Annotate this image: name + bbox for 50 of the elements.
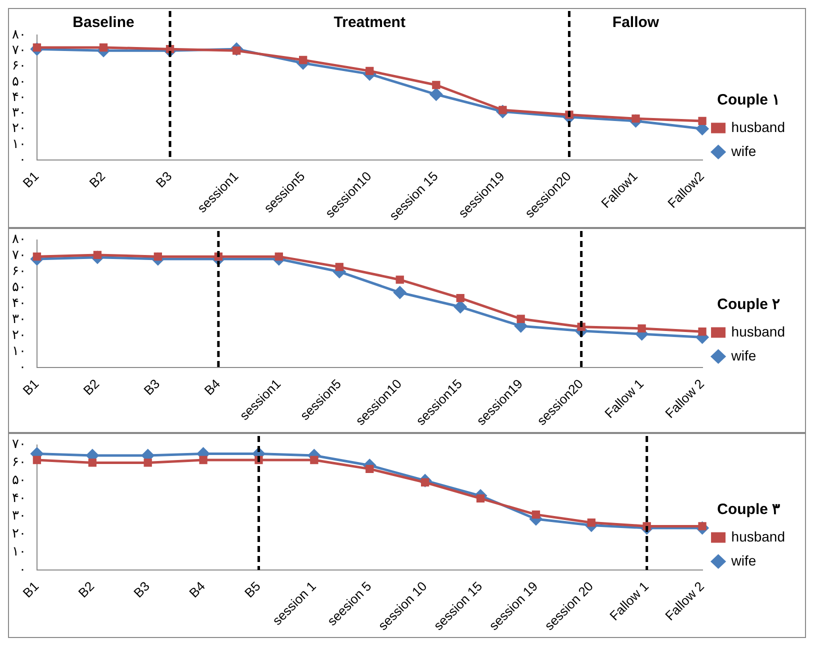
x-tick-label: B1 bbox=[20, 376, 42, 398]
text: Fallow bbox=[612, 14, 660, 32]
y-tick-label: ۰ bbox=[18, 152, 26, 168]
y-tick-label: ۴۰ bbox=[12, 490, 26, 506]
x-tick-label: B4 bbox=[201, 376, 224, 398]
y-tick-label: ۱۰ bbox=[12, 136, 26, 152]
text: Treatment bbox=[334, 14, 406, 32]
y-tick-label: ۳۰ bbox=[12, 106, 26, 121]
y-tick-label: ۵۰ bbox=[12, 74, 26, 90]
legend-label: husband bbox=[731, 323, 785, 340]
y-tick-label: ۴۰ bbox=[12, 296, 26, 312]
legend-label: wife bbox=[730, 552, 756, 568]
y-tick-label: ۲۰ bbox=[12, 328, 26, 344]
y-tick-label: ۳۰ bbox=[12, 312, 26, 328]
y-tick-label: ۲۰ bbox=[12, 526, 26, 542]
x-tick-label: B1 bbox=[20, 168, 42, 190]
y-tick-label: ۷۰ bbox=[12, 43, 26, 58]
x-tick-label: B3 bbox=[130, 578, 153, 600]
y-tick-label: ۱۰ bbox=[12, 344, 26, 359]
y-tick-label: ۰ bbox=[18, 562, 26, 578]
legend-label: wife bbox=[730, 142, 756, 159]
x-tick-label: B4 bbox=[186, 578, 208, 600]
y-tick-label: ۶۰ bbox=[12, 58, 26, 74]
legend-label: wife bbox=[730, 347, 756, 364]
x-tick-label: B3 bbox=[152, 168, 175, 190]
legend-label: husband bbox=[731, 118, 785, 135]
legend-label: husband bbox=[731, 528, 785, 544]
y-tick-label: ۶۰ bbox=[12, 264, 26, 280]
y-tick-label: ۵۰ bbox=[12, 472, 26, 488]
x-tick-label: B2 bbox=[86, 168, 108, 190]
y-tick-label: ۴۰ bbox=[12, 90, 26, 105]
y-tick-label: ۱۰ bbox=[12, 544, 26, 560]
x-tick-label: B1 bbox=[20, 578, 42, 600]
y-tick-label: ۸۰ bbox=[12, 232, 26, 248]
y-tick-label: ۷۰ bbox=[12, 437, 26, 452]
x-tick-label: B2 bbox=[80, 376, 102, 398]
legend-title: Couple ۳ bbox=[717, 501, 780, 518]
text: Baseline bbox=[72, 14, 134, 32]
y-tick-label: ۳۰ bbox=[12, 508, 26, 524]
y-tick-label: ۶۰ bbox=[12, 455, 26, 470]
y-tick-label: ۲۰ bbox=[12, 121, 26, 136]
y-tick-label: ۸۰ bbox=[12, 27, 26, 42]
y-tick-label: ۰ bbox=[18, 360, 26, 375]
y-tick-label: ۷۰ bbox=[12, 248, 26, 264]
x-tick-label: B2 bbox=[75, 578, 98, 600]
legend-title: Couple ۲ bbox=[717, 296, 780, 314]
y-tick-label: ۵۰ bbox=[12, 280, 26, 296]
legend-title: Couple ۱ bbox=[717, 92, 780, 109]
x-tick-label: B5 bbox=[242, 578, 264, 600]
x-tick-label: B3 bbox=[140, 376, 163, 398]
